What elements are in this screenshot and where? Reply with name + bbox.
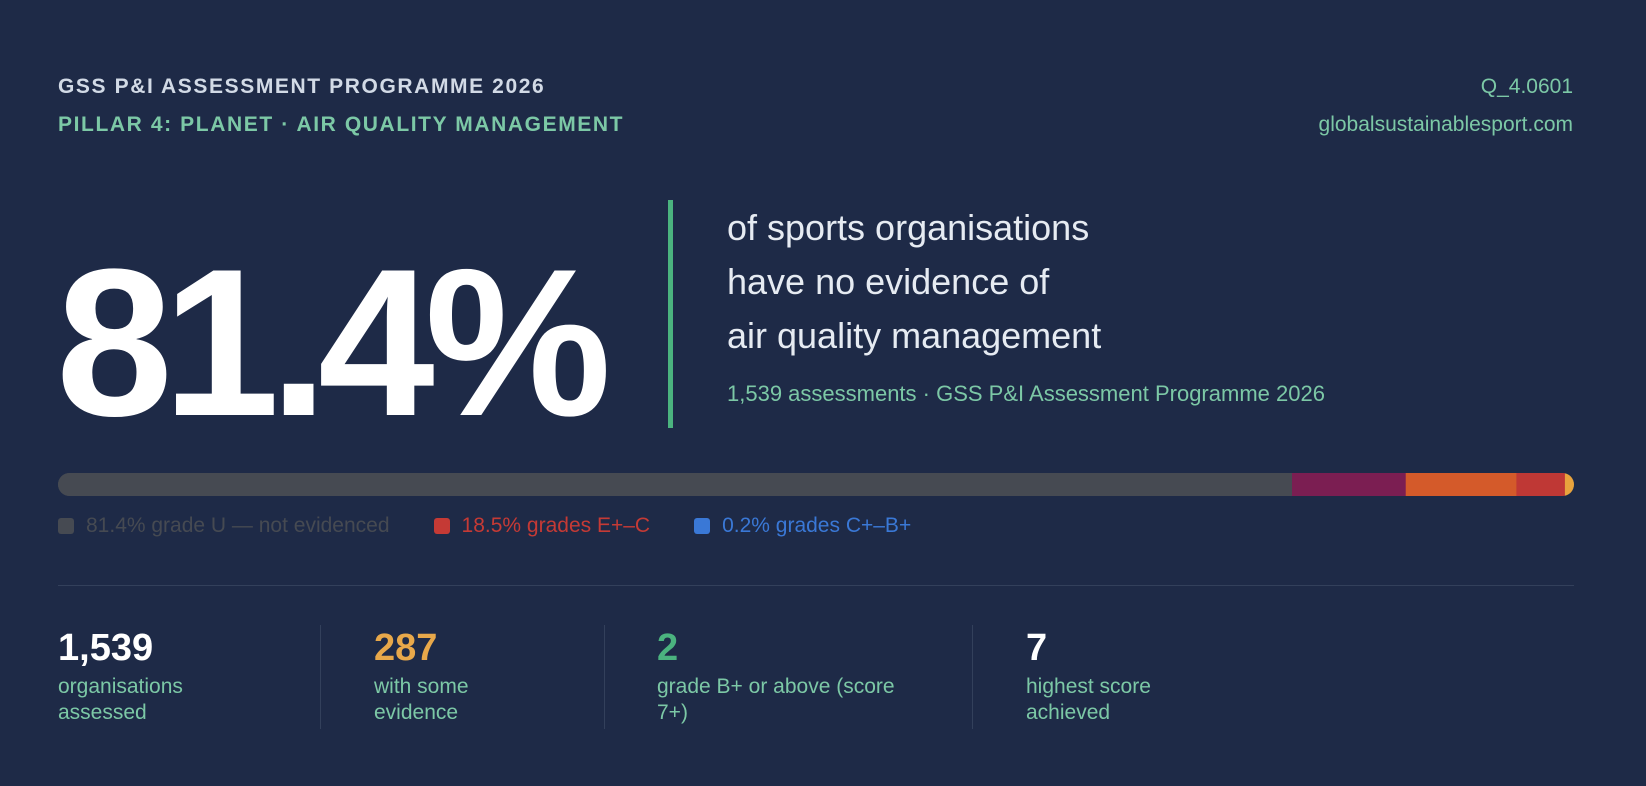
- legend-label-grade-u: 81.4% grade U — not evidenced: [86, 514, 390, 537]
- stat-value: 7: [1026, 627, 1048, 669]
- legend-swatch-grades-c-b: [694, 518, 711, 534]
- stat-label-line: evidence: [374, 701, 459, 724]
- bar-segment-3: [1405, 473, 1517, 496]
- bar-segment-1: [58, 473, 1293, 496]
- legend-swatch-grade-u: [58, 518, 74, 534]
- stat-value: 1,539: [58, 627, 154, 669]
- headline-statement: of sports organisations have no evidence…: [727, 201, 1325, 407]
- bar-segment-2: [1292, 473, 1407, 496]
- stat-separator: [320, 625, 321, 729]
- stat-label: grade B+ or above (score 7+): [657, 674, 895, 726]
- stat-grade-b-plus: 2 grade B+ or above (score 7+): [657, 624, 895, 726]
- stat-label: organisations assessed: [58, 674, 183, 726]
- stat-label-line: highest score: [1026, 675, 1151, 698]
- stat-label-line: 7+): [657, 701, 688, 724]
- section-divider: [58, 585, 1574, 586]
- programme-title: GSS P&I ASSESSMENT PROGRAMME 2026: [58, 75, 546, 98]
- question-id: Q_4.0601: [1480, 75, 1573, 98]
- legend-item-grades-e-c: 18.5% grades E+–C: [433, 514, 651, 538]
- stat-label-line: grade B+ or above (score: [657, 675, 895, 698]
- stat-with-some-evidence: 287 with some evidence: [374, 624, 469, 726]
- source-note: 1,539 assessments · GSS P&I Assessment P…: [727, 381, 1325, 406]
- accent-divider: [668, 200, 673, 428]
- website-link[interactable]: globalsustainablesport.com: [1318, 113, 1573, 136]
- stat-label-line: with some: [374, 675, 469, 698]
- stat-label: with some evidence: [374, 674, 469, 726]
- stat-highest-score: 7 highest score achieved: [1026, 624, 1151, 726]
- legend-label-grades-e-c: 18.5% grades E+–C: [461, 514, 651, 537]
- stat-label-line: achieved: [1026, 701, 1111, 724]
- stat-separator: [604, 625, 605, 729]
- legend-item-grade-u: 81.4% grade U — not evidenced: [58, 514, 390, 538]
- headline-percent: 81.4%: [56, 225, 611, 460]
- legend: 81.4% grade U — not evidenced 18.5% grad…: [58, 514, 911, 538]
- stacked-grade-bar: [58, 473, 1574, 496]
- legend-item-grades-c-b: 0.2% grades C+–B+: [694, 514, 911, 538]
- stat-organisations-assessed: 1,539 organisations assessed: [58, 624, 183, 726]
- stat-value: 287: [374, 627, 438, 669]
- header-left: GSS P&I ASSESSMENT PROGRAMME 2026 PILLAR…: [58, 68, 624, 144]
- stat-label-line: organisations: [58, 675, 183, 698]
- stat-label-line: assessed: [58, 701, 147, 724]
- pillar-title: PILLAR 4: PLANET · AIR QUALITY MANAGEMEN…: [58, 113, 625, 136]
- statement-line-2: have no evidence of: [727, 261, 1050, 302]
- stat-label: highest score achieved: [1026, 674, 1151, 726]
- statement-line-3: air quality management: [727, 315, 1102, 356]
- bar-segment-4: [1516, 473, 1566, 496]
- statement-line-1: of sports organisations: [727, 207, 1090, 248]
- stat-separator: [972, 625, 973, 729]
- bar-segment-5: [1564, 473, 1574, 496]
- header-right: Q_4.0601 globalsustainablesport.com: [1319, 68, 1573, 144]
- legend-swatch-grades-e-c: [433, 518, 450, 534]
- stacked-bar-svg: [58, 473, 1574, 496]
- legend-label-grades-c-b: 0.2% grades C+–B+: [722, 514, 912, 537]
- stat-value: 2: [657, 627, 679, 669]
